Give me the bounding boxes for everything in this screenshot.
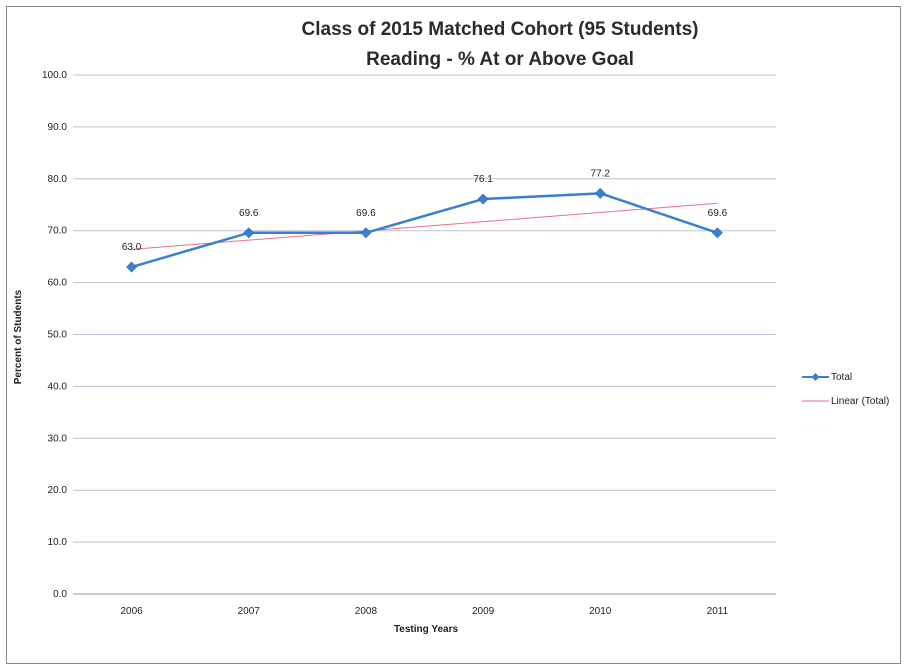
y-tick-label: 10.0	[48, 537, 68, 548]
x-tick-label: 2007	[238, 606, 261, 617]
data-label-total: 77.2	[591, 168, 611, 179]
legend: Total Linear (Total)	[802, 372, 889, 407]
y-tick-label: 90.0	[48, 122, 68, 133]
x-tick-label: 2009	[472, 606, 495, 617]
y-axis-title: Percent of Students	[13, 289, 24, 384]
trendline-layer	[131, 202, 718, 250]
chart-frame: Class of 2015 Matched Cohort (95 Student…	[6, 6, 901, 664]
data-labels: 63.0 69.6 69.6 76.1 77.2 69.6	[122, 168, 728, 253]
y-tick-label: 30.0	[48, 433, 68, 444]
data-point-total	[243, 227, 255, 239]
trendline-linear-total	[131, 202, 718, 250]
legend-label-total: Total	[831, 372, 852, 383]
y-tick-label: 60.0	[48, 278, 68, 289]
chart-title-line-1: Class of 2015 Matched Cohort (95 Student…	[302, 19, 699, 40]
series-layer	[126, 187, 723, 273]
legend-label-trend: Linear (Total)	[831, 396, 889, 407]
chart-title: Class of 2015 Matched Cohort (95 Student…	[302, 19, 699, 70]
x-tick-label: 2008	[355, 606, 378, 617]
y-tick-label: 20.0	[48, 485, 68, 496]
x-axis-title: Testing Years	[394, 624, 459, 635]
y-tick-label: 70.0	[48, 226, 68, 237]
y-tick-label: 50.0	[48, 330, 68, 341]
line-chart: Class of 2015 Matched Cohort (95 Student…	[13, 19, 889, 635]
data-label-total: 63.0	[122, 242, 142, 253]
x-axis: 2006 2007 2008 2009 2010 2011	[73, 593, 776, 617]
data-point-total	[711, 227, 723, 239]
series-line-total	[131, 192, 718, 269]
gridlines	[73, 74, 776, 543]
y-tick-label: 80.0	[48, 174, 68, 185]
y-tick-label: 40.0	[48, 381, 68, 392]
y-tick-label: 100.0	[42, 70, 67, 81]
legend-marker-total	[811, 373, 820, 381]
data-point-total	[360, 227, 372, 239]
data-label-total: 76.1	[473, 174, 493, 185]
chart-title-line-2: Reading - % At or Above Goal	[366, 49, 634, 70]
data-point-total	[594, 187, 606, 199]
data-label-total: 69.6	[708, 208, 728, 219]
data-point-total	[126, 261, 138, 273]
data-label-total: 69.6	[239, 208, 259, 219]
y-tick-label: 0.0	[53, 589, 67, 600]
x-tick-label: 2010	[589, 606, 612, 617]
x-tick-label: 2006	[120, 606, 143, 617]
data-label-total: 69.6	[356, 208, 376, 219]
x-tick-label: 2011	[707, 606, 729, 617]
data-point-total	[477, 193, 489, 205]
y-axis: 0.0 10.0 20.0 30.0 40.0 50.0 60.0 70.0 80.0 90.0 1…	[42, 70, 67, 600]
